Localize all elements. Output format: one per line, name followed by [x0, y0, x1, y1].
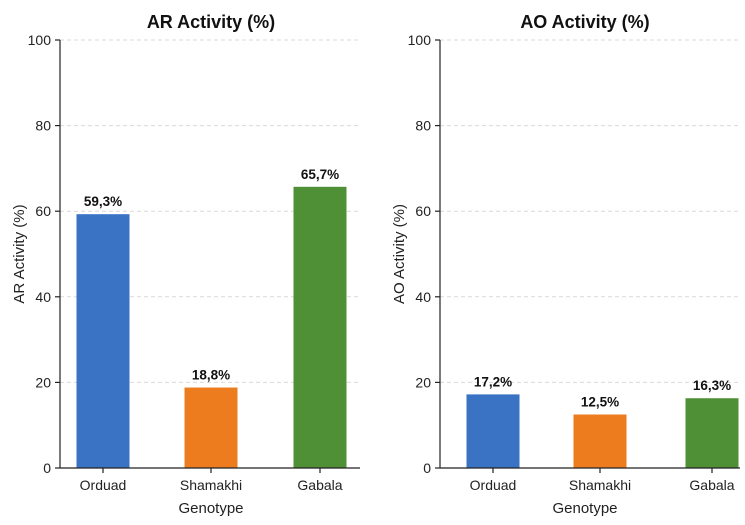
y-axis-label: AR Activity (%)	[11, 204, 28, 303]
data-label: 59,3%	[84, 194, 122, 209]
data-label: 16,3%	[693, 378, 731, 393]
y-tick-label: 40	[415, 289, 431, 305]
x-tick-label: Orduad	[80, 477, 127, 493]
chart-title: AO Activity (%)	[520, 12, 649, 32]
x-tick-label: Shamakhi	[569, 477, 631, 493]
y-tick-label: 60	[415, 203, 431, 219]
x-axis-label: Genotype	[552, 500, 617, 517]
data-label: 17,2%	[474, 374, 512, 389]
x-tick-label: Gabala	[689, 477, 734, 493]
data-label: 12,5%	[581, 395, 619, 410]
y-axis-label: AO Activity (%)	[391, 204, 408, 304]
y-tick-label: 0	[423, 460, 431, 476]
y-tick-label: 60	[35, 203, 51, 219]
y-tick-label: 100	[408, 32, 432, 48]
ar-activity-chart: AR Activity (%) 0 20 40 60 80 100 59,3% Orduad 18…	[11, 12, 360, 517]
data-label: 18,8%	[192, 368, 230, 383]
bar-orduad	[76, 214, 130, 468]
bar-shamakhi	[184, 387, 238, 468]
x-tick-label: Orduad	[470, 477, 517, 493]
y-tick-label: 80	[415, 118, 431, 134]
y-tick-label: 40	[35, 289, 51, 305]
y-tick-label: 20	[35, 374, 51, 390]
y-tick-label: 0	[43, 460, 51, 476]
x-axis-label: Genotype	[178, 500, 243, 517]
y-tick-label: 20	[415, 374, 431, 390]
ao-activity-chart: AO Activity (%) 0 20 40 60 80 100 17,2% Orduad 12…	[391, 12, 740, 517]
bar-orduad	[466, 394, 520, 468]
x-tick-label: Gabala	[297, 477, 342, 493]
bar-shamakhi	[573, 414, 627, 468]
chart-title: AR Activity (%)	[147, 12, 275, 32]
y-tick-label: 80	[35, 118, 51, 134]
bar-gabala	[685, 398, 739, 468]
y-tick-label: 100	[28, 32, 52, 48]
data-label: 65,7%	[301, 167, 339, 182]
x-tick-label: Shamakhi	[180, 477, 242, 493]
bar-gabala	[293, 186, 347, 468]
